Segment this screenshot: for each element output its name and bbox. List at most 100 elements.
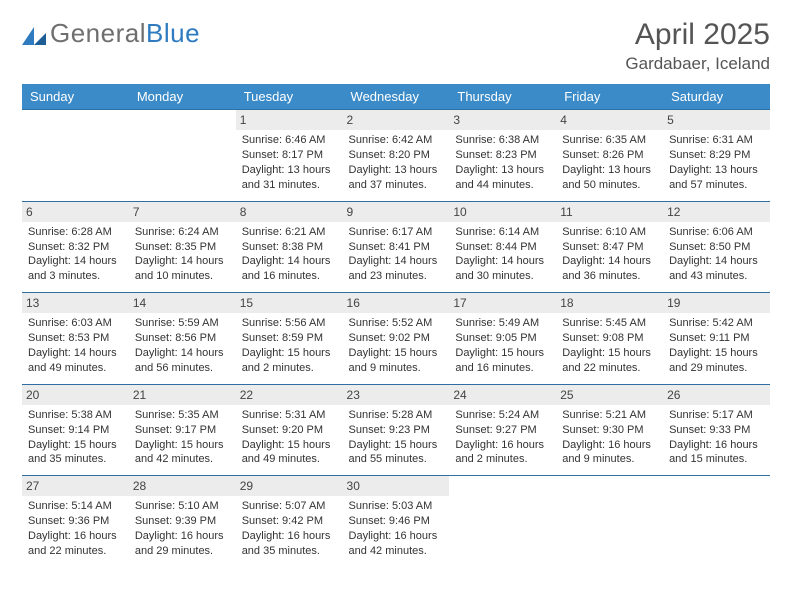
daylight-text: Daylight: 13 hours and 31 minutes.	[242, 163, 337, 193]
sunset-text: Sunset: 9:39 PM	[135, 514, 230, 529]
sunset-text: Sunset: 8:23 PM	[455, 148, 550, 163]
sunset-text: Sunset: 8:41 PM	[349, 240, 444, 255]
week-row: 6Sunrise: 6:28 AMSunset: 8:32 PMDaylight…	[22, 201, 770, 293]
sunrise-text: Sunrise: 5:45 AM	[562, 316, 657, 331]
sunset-text: Sunset: 9:08 PM	[562, 331, 657, 346]
daylight-text: Daylight: 13 hours and 57 minutes.	[669, 163, 764, 193]
daylight-text: Daylight: 14 hours and 56 minutes.	[135, 346, 230, 376]
day-cell-4: 4Sunrise: 6:35 AMSunset: 8:26 PMDaylight…	[556, 110, 663, 202]
sunset-text: Sunset: 9:30 PM	[562, 423, 657, 438]
calendar-table: SundayMondayTuesdayWednesdayThursdayFrid…	[22, 84, 770, 567]
day-cell-17: 17Sunrise: 5:49 AMSunset: 9:05 PMDayligh…	[449, 293, 556, 385]
day-cell-23: 23Sunrise: 5:28 AMSunset: 9:23 PMDayligh…	[343, 384, 450, 476]
empty-cell: .	[22, 110, 129, 202]
logo-text-blue: Blue	[146, 18, 200, 48]
sunrise-text: Sunrise: 5:42 AM	[669, 316, 764, 331]
page-header: GeneralBlue April 2025 Gardabaer, Icelan…	[22, 18, 770, 74]
sunrise-text: Sunrise: 5:52 AM	[349, 316, 444, 331]
daylight-text: Daylight: 15 hours and 9 minutes.	[349, 346, 444, 376]
day-cell-12: 12Sunrise: 6:06 AMSunset: 8:50 PMDayligh…	[663, 201, 770, 293]
sunrise-text: Sunrise: 6:24 AM	[135, 225, 230, 240]
day-number: 2	[343, 110, 450, 130]
day-number: 8	[236, 202, 343, 222]
day-cell-8: 8Sunrise: 6:21 AMSunset: 8:38 PMDaylight…	[236, 201, 343, 293]
daylight-text: Daylight: 16 hours and 35 minutes.	[242, 529, 337, 559]
sunrise-text: Sunrise: 6:42 AM	[349, 133, 444, 148]
dayname-4: Thursday	[449, 84, 556, 110]
daylight-text: Daylight: 15 hours and 49 minutes.	[242, 438, 337, 468]
day-cell-26: 26Sunrise: 5:17 AMSunset: 9:33 PMDayligh…	[663, 384, 770, 476]
day-number: 23	[343, 385, 450, 405]
sunset-text: Sunset: 9:27 PM	[455, 423, 550, 438]
daylight-text: Daylight: 14 hours and 10 minutes.	[135, 254, 230, 284]
day-number: 30	[343, 476, 450, 496]
day-cell-21: 21Sunrise: 5:35 AMSunset: 9:17 PMDayligh…	[129, 384, 236, 476]
sunrise-text: Sunrise: 5:17 AM	[669, 408, 764, 423]
empty-cell: .	[556, 476, 663, 567]
sunrise-text: Sunrise: 5:38 AM	[28, 408, 123, 423]
daylight-text: Daylight: 15 hours and 22 minutes.	[562, 346, 657, 376]
day-number: 28	[129, 476, 236, 496]
day-number: 27	[22, 476, 129, 496]
sunset-text: Sunset: 8:35 PM	[135, 240, 230, 255]
day-number: 1	[236, 110, 343, 130]
sunset-text: Sunset: 8:56 PM	[135, 331, 230, 346]
sunrise-text: Sunrise: 6:03 AM	[28, 316, 123, 331]
sunset-text: Sunset: 9:02 PM	[349, 331, 444, 346]
sunrise-text: Sunrise: 6:21 AM	[242, 225, 337, 240]
sunrise-text: Sunrise: 5:31 AM	[242, 408, 337, 423]
sunset-text: Sunset: 9:20 PM	[242, 423, 337, 438]
day-number: 6	[22, 202, 129, 222]
day-number: 20	[22, 385, 129, 405]
title-block: April 2025 Gardabaer, Iceland	[625, 18, 770, 74]
week-row: ..1Sunrise: 6:46 AMSunset: 8:17 PMDaylig…	[22, 110, 770, 202]
daylight-text: Daylight: 14 hours and 49 minutes.	[28, 346, 123, 376]
day-number: 24	[449, 385, 556, 405]
sunset-text: Sunset: 8:17 PM	[242, 148, 337, 163]
day-cell-7: 7 Sunrise: 6:24 AMSunset: 8:35 PMDaylight…	[129, 201, 236, 293]
day-number: 29	[236, 476, 343, 496]
daylight-text: Daylight: 16 hours and 15 minutes.	[669, 438, 764, 468]
daylight-text: Daylight: 15 hours and 55 minutes.	[349, 438, 444, 468]
sunrise-text: Sunrise: 5:35 AM	[135, 408, 230, 423]
day-number: 18	[556, 293, 663, 313]
day-cell-30: 30Sunrise: 5:03 AMSunset: 9:46 PMDayligh…	[343, 476, 450, 567]
daylight-text: Daylight: 16 hours and 9 minutes.	[562, 438, 657, 468]
daylight-text: Daylight: 15 hours and 42 minutes.	[135, 438, 230, 468]
sunrise-text: Sunrise: 6:14 AM	[455, 225, 550, 240]
day-cell-10: 10Sunrise: 6:14 AMSunset: 8:44 PMDayligh…	[449, 201, 556, 293]
sunset-text: Sunset: 8:53 PM	[28, 331, 123, 346]
day-cell-22: 22Sunrise: 5:31 AMSunset: 9:20 PMDayligh…	[236, 384, 343, 476]
daylight-text: Daylight: 15 hours and 2 minutes.	[242, 346, 337, 376]
sunrise-text: Sunrise: 5:24 AM	[455, 408, 550, 423]
sunrise-text: Sunrise: 5:56 AM	[242, 316, 337, 331]
day-number: 11	[556, 202, 663, 222]
day-number: 12	[663, 202, 770, 222]
sunrise-text: Sunrise: 5:21 AM	[562, 408, 657, 423]
dayname-0: Sunday	[22, 84, 129, 110]
day-cell-1: 1Sunrise: 6:46 AMSunset: 8:17 PMDaylight…	[236, 110, 343, 202]
sunset-text: Sunset: 8:50 PM	[669, 240, 764, 255]
sunset-text: Sunset: 8:32 PM	[28, 240, 123, 255]
daylight-text: Daylight: 13 hours and 44 minutes.	[455, 163, 550, 193]
day-cell-9: 9Sunrise: 6:17 AMSunset: 8:41 PMDaylight…	[343, 201, 450, 293]
day-number: 19	[663, 293, 770, 313]
sunset-text: Sunset: 9:36 PM	[28, 514, 123, 529]
day-cell-27: 27Sunrise: 5:14 AMSunset: 9:36 PMDayligh…	[22, 476, 129, 567]
day-number: 17	[449, 293, 556, 313]
sunrise-text: Sunrise: 5:07 AM	[242, 499, 337, 514]
day-number: 7	[129, 202, 236, 222]
sunrise-text: Sunrise: 6:38 AM	[455, 133, 550, 148]
week-row: 13Sunrise: 6:03 AMSunset: 8:53 PMDayligh…	[22, 293, 770, 385]
day-number: 3	[449, 110, 556, 130]
daylight-text: Daylight: 16 hours and 2 minutes.	[455, 438, 550, 468]
day-number: 25	[556, 385, 663, 405]
sunset-text: Sunset: 8:29 PM	[669, 148, 764, 163]
daylight-text: Daylight: 14 hours and 23 minutes.	[349, 254, 444, 284]
day-number: 9	[343, 202, 450, 222]
logo-text: GeneralBlue	[50, 18, 200, 49]
sunrise-text: Sunrise: 6:06 AM	[669, 225, 764, 240]
sunrise-text: Sunrise: 5:10 AM	[135, 499, 230, 514]
dayname-5: Friday	[556, 84, 663, 110]
day-cell-5: 5Sunrise: 6:31 AMSunset: 8:29 PMDaylight…	[663, 110, 770, 202]
